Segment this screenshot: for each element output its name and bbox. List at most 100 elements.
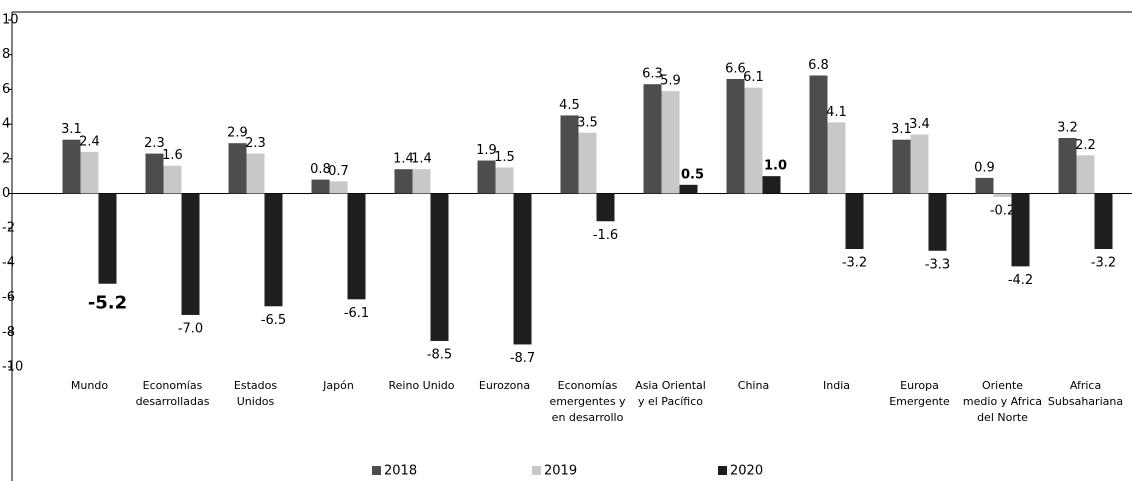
data-label: 1.6 (162, 148, 183, 163)
data-label: 1.5 (494, 150, 515, 165)
legend-swatch (532, 466, 541, 475)
bar (264, 193, 283, 307)
x-tick-label-box: Asia Oriental y el Pacífico (635, 379, 706, 408)
data-label: -6.1 (344, 306, 369, 321)
bar (560, 115, 579, 194)
data-label: 2.2 (1075, 138, 1096, 153)
data-label: 2.3 (144, 136, 165, 151)
data-label: -6.5 (261, 313, 286, 328)
bar (744, 87, 763, 194)
bar (809, 75, 828, 194)
data-label: 1.4 (393, 152, 414, 167)
data-label: -1.6 (593, 228, 618, 243)
bar (578, 132, 597, 194)
bar (246, 153, 265, 194)
x-tick-label: Japón (323, 379, 354, 392)
y-tick-label: 0 (2, 186, 10, 201)
legend-label: 2020 (730, 464, 763, 479)
bar (661, 91, 680, 194)
y-tick-label: -10 (2, 360, 23, 375)
data-label: 0.7 (328, 164, 349, 179)
data-label: 6.3 (642, 67, 663, 82)
data-label: -8.5 (427, 347, 452, 362)
x-tick-label: Economías desarrolladas (135, 379, 210, 408)
x-tick-label-box: Economías desarrolladas (135, 379, 210, 408)
bar (412, 169, 431, 194)
data-label: -8.7 (510, 351, 535, 366)
bar (80, 151, 99, 194)
bar (430, 193, 449, 341)
data-label: 1.4 (411, 152, 432, 167)
data-label: -3.3 (925, 257, 950, 272)
x-tick-label-box: Europa Emergente (889, 379, 950, 408)
bar (1076, 155, 1095, 194)
legend-swatch (718, 466, 727, 475)
x-tick-label: India (823, 379, 850, 392)
bar (928, 193, 947, 251)
bar (1094, 193, 1113, 250)
data-label: 0.5 (681, 167, 704, 182)
bar (181, 193, 200, 315)
bar (513, 193, 532, 345)
bar (62, 139, 81, 194)
bar (993, 193, 1012, 197)
y-tick-label: 8 (2, 47, 10, 62)
legend-label: 2019 (544, 464, 577, 479)
bar (1011, 193, 1030, 267)
data-label: 3.1 (61, 122, 82, 137)
bar (827, 122, 846, 194)
bar (892, 139, 911, 194)
bar (1058, 137, 1077, 194)
x-tick-label: Eurozona (478, 379, 531, 392)
bar (98, 193, 117, 284)
y-tick-label: 4 (2, 117, 10, 132)
bar (679, 184, 698, 194)
data-label: 3.5 (577, 115, 598, 130)
bar (347, 193, 366, 300)
x-tick-label: Africa Subsahariana (1047, 379, 1124, 408)
x-tick-label-box: Eurozona (478, 379, 531, 392)
x-tick-label: Reino Unido (388, 379, 455, 392)
bar (477, 160, 496, 194)
data-label: 3.1 (891, 122, 912, 137)
data-label: 3.2 (1057, 120, 1078, 135)
legend-swatch (372, 466, 381, 475)
data-label: 0.9 (974, 160, 995, 175)
x-tick-label-box: Economías emergentes y en desarrollo (549, 379, 626, 424)
data-label: 3.4 (909, 117, 930, 132)
x-tick-label: Estados Unidos (233, 379, 278, 408)
legend-label: 2018 (384, 464, 417, 479)
y-tick-label: 6 (2, 82, 10, 97)
bar (975, 177, 994, 194)
bar (228, 143, 247, 194)
data-label: -4.2 (1008, 273, 1033, 288)
bar (329, 181, 348, 194)
data-label: 2.9 (227, 126, 248, 141)
data-label: -5.2 (88, 293, 127, 314)
data-label: 0.8 (310, 162, 331, 177)
data-label: 4.1 (826, 105, 847, 120)
data-label: -3.2 (842, 256, 867, 271)
y-tick-label: 2 (2, 151, 10, 166)
data-label: 1.0 (764, 159, 787, 174)
data-label: 6.1 (743, 70, 764, 85)
data-label: 6.8 (808, 58, 829, 73)
x-tick-label-box: Mundo (71, 379, 108, 392)
bar (394, 169, 413, 194)
x-tick-label-box: Africa Subsahariana (1047, 379, 1124, 408)
x-tick-label: Economías emergentes y en desarrollo (549, 379, 626, 424)
data-label: 6.6 (725, 61, 746, 76)
x-tick-label-box: Japón (323, 379, 354, 392)
bar (495, 167, 514, 194)
x-tick-label-box: Oriente medio y Africa del Norte (963, 379, 1042, 424)
bar (596, 193, 615, 222)
bar (910, 134, 929, 194)
x-tick-label-box: Reino Unido (388, 379, 455, 392)
x-tick-label-box: China (738, 379, 769, 392)
x-tick-label-box: India (823, 379, 850, 392)
data-label: -0.2 (990, 203, 1015, 218)
data-label: 1.9 (476, 143, 497, 158)
bar (163, 165, 182, 194)
x-tick-label: Asia Oriental y el Pacífico (635, 379, 706, 408)
